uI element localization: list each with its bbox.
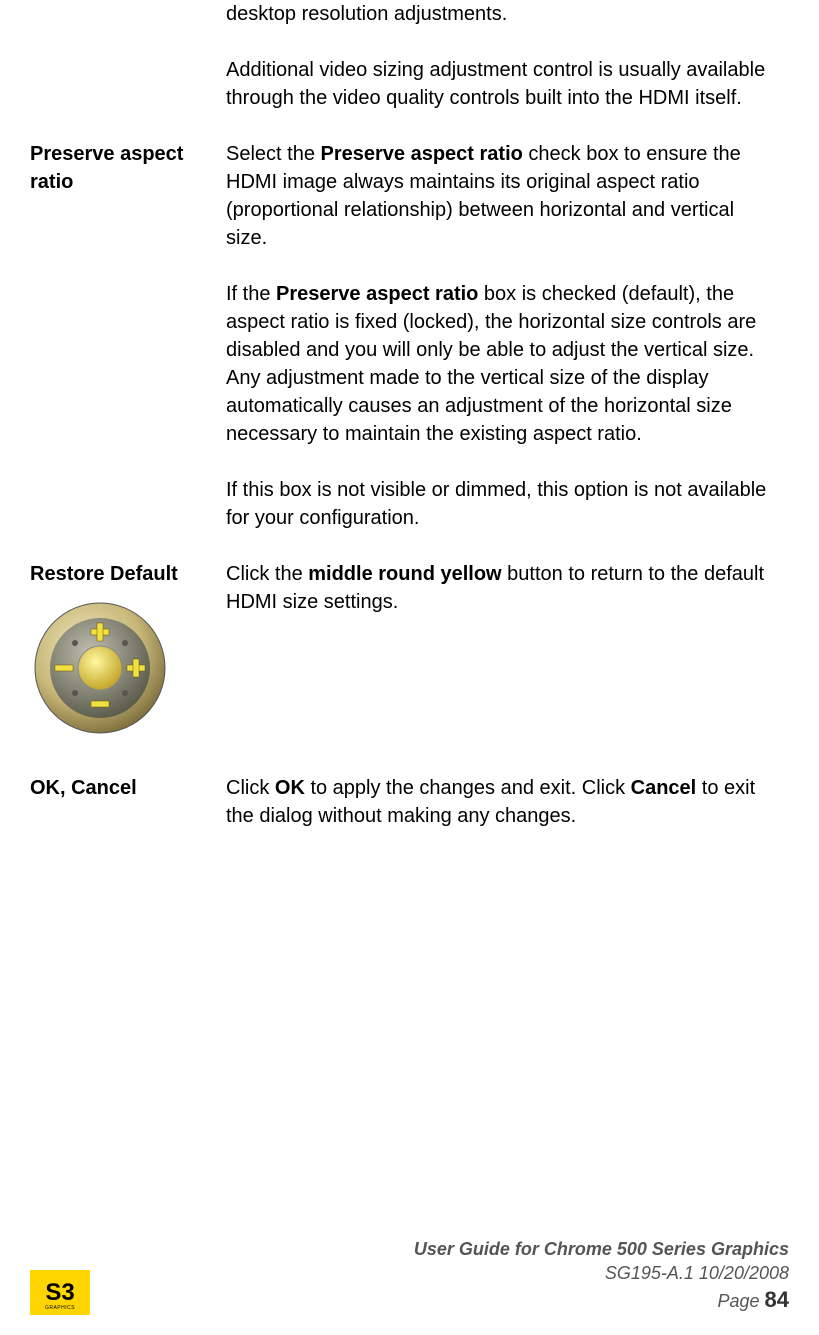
restore-row: Restore Default [30, 560, 789, 746]
document-content: desktop resolution adjustments. Addition… [30, 0, 789, 858]
footer-text: User Guide for Chrome 500 Series Graphic… [414, 1237, 789, 1315]
logo-subtext: GRAPHICS [45, 1305, 75, 1312]
intro-label [30, 0, 226, 112]
intro-row: desktop resolution adjustments. Addition… [30, 0, 789, 112]
s3-logo: S3 GRAPHICS [30, 1270, 90, 1315]
footer-title: User Guide for Chrome 500 Series Graphic… [414, 1237, 789, 1261]
control-pad-icon [30, 598, 170, 738]
intro-text: desktop resolution adjustments. Addition… [226, 0, 789, 112]
intro-p1: desktop resolution adjustments. [226, 0, 779, 28]
footer-docid: SG195-A.1 10/20/2008 [414, 1261, 789, 1285]
restore-text: Click the middle round yellow button to … [226, 560, 789, 746]
restore-label: Restore Default [30, 560, 226, 588]
preserve-p2: If the Preserve aspect ratio box is chec… [226, 280, 779, 448]
footer-page: Page 84 [414, 1285, 789, 1315]
okcancel-text: Click OK to apply the changes and exit. … [226, 774, 789, 830]
okcancel-row: OK, Cancel Click OK to apply the changes… [30, 774, 789, 830]
preserve-p3: If this box is not visible or dimmed, th… [226, 476, 779, 532]
preserve-text: Select the Preserve aspect ratio check b… [226, 140, 789, 532]
okcancel-p1: Click OK to apply the changes and exit. … [226, 774, 779, 830]
page-footer: S3 GRAPHICS User Guide for Chrome 500 Se… [30, 1237, 789, 1315]
preserve-p1: Select the Preserve aspect ratio check b… [226, 140, 779, 252]
restore-p1: Click the middle round yellow button to … [226, 560, 779, 616]
okcancel-label: OK, Cancel [30, 774, 226, 830]
intro-p2: Additional video sizing adjustment contr… [226, 56, 779, 112]
preserve-row: Preserve aspect ratio Select the Preserv… [30, 140, 789, 532]
preserve-label: Preserve aspect ratio [30, 140, 226, 532]
restore-label-col: Restore Default [30, 560, 226, 746]
